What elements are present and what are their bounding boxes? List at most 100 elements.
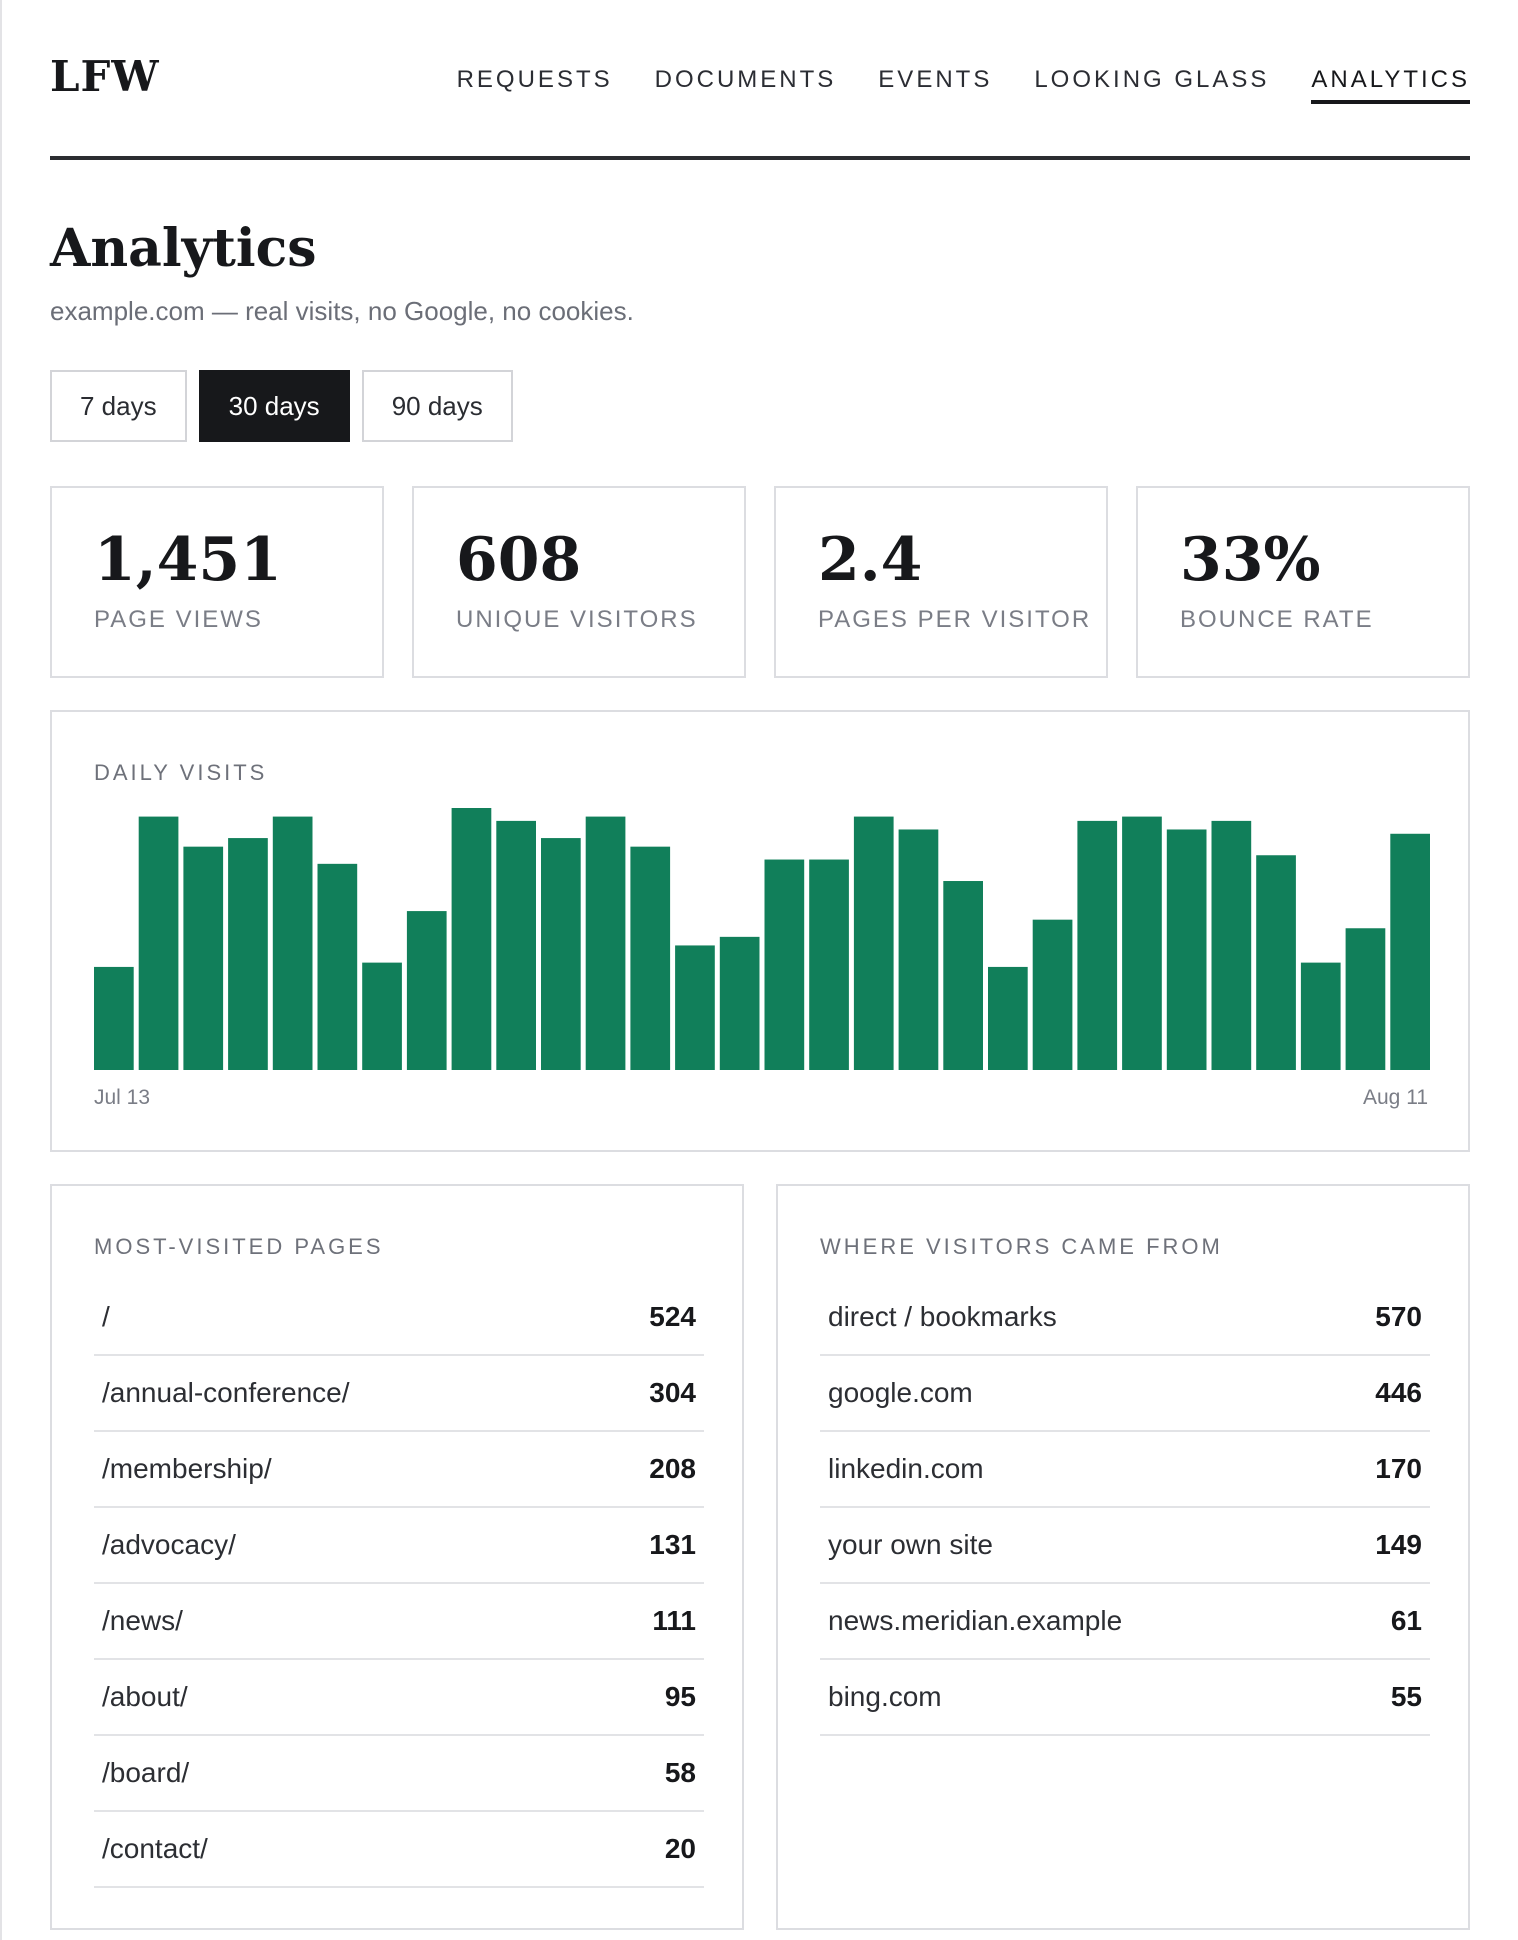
- referrer-count: 55: [1390, 1681, 1422, 1712]
- nav-events[interactable]: EVENTS: [878, 66, 993, 93]
- daily-visits-chart: [94, 808, 1430, 1070]
- daily-visits-bar[interactable]: [362, 962, 402, 1070]
- page-title: Analytics: [50, 218, 317, 279]
- referrer-source: your own site: [828, 1529, 993, 1560]
- daily-visits-bar[interactable]: [1256, 855, 1296, 1070]
- range-90-days-button[interactable]: 90 days: [361, 370, 513, 442]
- range-30-days-button[interactable]: 30 days: [198, 370, 350, 442]
- daily-visits-bar[interactable]: [630, 846, 671, 1070]
- chart-title: DAILY VISITS: [94, 760, 268, 785]
- page-path: /news/: [102, 1605, 183, 1636]
- daily-visits-bar[interactable]: [496, 820, 536, 1070]
- nav-looking-glass[interactable]: LOOKING GLASS: [1034, 66, 1270, 93]
- daily-visits-bar[interactable]: [988, 966, 1028, 1070]
- nav-documents[interactable]: DOCUMENTS: [654, 66, 837, 93]
- page-path: /: [102, 1301, 110, 1332]
- referrers-panel: WHERE VISITORS CAME FROM direct / bookma…: [776, 1184, 1470, 1930]
- list-item[interactable]: google.com 446: [820, 1356, 1430, 1432]
- list-item[interactable]: / 524: [94, 1280, 704, 1356]
- daily-visits-bar[interactable]: [585, 816, 626, 1070]
- daily-visits-bar[interactable]: [1390, 833, 1430, 1070]
- daily-visits-bar[interactable]: [943, 881, 983, 1070]
- daily-visits-bar[interactable]: [675, 945, 715, 1070]
- daily-visits-bar[interactable]: [272, 816, 313, 1070]
- referrer-source: news.meridian.example: [828, 1605, 1123, 1636]
- referrer-source: linkedin.com: [828, 1453, 984, 1484]
- daily-visits-bar[interactable]: [1345, 928, 1386, 1070]
- daily-visits-bar[interactable]: [853, 816, 894, 1070]
- page-path: /membership/: [102, 1453, 272, 1484]
- daily-visits-bar[interactable]: [451, 808, 492, 1070]
- page-path: /about/: [102, 1681, 188, 1712]
- stat-label: PAGE VIEWS: [94, 606, 263, 633]
- daily-visits-bar[interactable]: [1300, 962, 1341, 1070]
- list-item[interactable]: /board/58: [94, 1736, 704, 1812]
- list-item[interactable]: your own site 149: [820, 1508, 1430, 1584]
- x-axis-end-label: Aug 11: [1363, 1086, 1428, 1109]
- nav-requests[interactable]: REQUESTS: [456, 66, 613, 93]
- top-pages-list: / 524 /annual-conference/304 /membership/…: [94, 1280, 704, 1888]
- referrers-title: WHERE VISITORS CAME FROM: [820, 1234, 1223, 1259]
- list-item[interactable]: /advocacy/131: [94, 1508, 704, 1584]
- daily-visits-bar[interactable]: [809, 859, 849, 1070]
- top-bar: LFW REQUESTS DOCUMENTS EVENTS LOOKING GL…: [50, 0, 1470, 160]
- list-item[interactable]: /membership/208: [94, 1432, 704, 1508]
- referrer-count: 170: [1375, 1453, 1422, 1484]
- main-nav: REQUESTS DOCUMENTS EVENTS LOOKING GLASS …: [457, 66, 1470, 104]
- daily-visits-bar[interactable]: [764, 859, 805, 1070]
- daily-visits-bar[interactable]: [1032, 919, 1073, 1070]
- list-item[interactable]: /news/111: [94, 1584, 704, 1660]
- referrer-source: google.com: [828, 1377, 973, 1408]
- brand-logo[interactable]: LFW: [50, 52, 160, 101]
- daily-visits-card: DAILY VISITS Jul 13 Aug 11: [50, 710, 1470, 1152]
- page-count: 95: [664, 1681, 696, 1712]
- left-border: [0, 0, 2, 1940]
- list-item[interactable]: /contact/20: [94, 1812, 704, 1888]
- page-count: 524: [649, 1301, 696, 1332]
- stat-label: UNIQUE VISITORS: [456, 606, 698, 633]
- range-7-days-button[interactable]: 7 days: [50, 370, 187, 442]
- stat-value: 33%: [1180, 525, 1321, 595]
- daily-visits-bar[interactable]: [1122, 816, 1162, 1070]
- page-path: /annual-conference/: [102, 1377, 350, 1408]
- list-item[interactable]: /annual-conference/304: [94, 1356, 704, 1432]
- page-count: 208: [649, 1453, 696, 1484]
- list-item[interactable]: direct / bookmarks 570: [820, 1280, 1430, 1356]
- daily-visits-bar[interactable]: [541, 838, 581, 1070]
- daily-visits-bar[interactable]: [94, 966, 134, 1070]
- stat-value: 2.4: [818, 525, 923, 595]
- daily-visits-bar[interactable]: [228, 838, 268, 1070]
- list-item[interactable]: bing.com 55: [820, 1660, 1430, 1736]
- referrer-count: 446: [1375, 1377, 1422, 1408]
- page-subtitle: example.com — real visits, no Google, no…: [50, 296, 634, 326]
- x-axis-start-label: Jul 13: [94, 1086, 151, 1109]
- page-count: 20: [664, 1833, 696, 1864]
- daily-visits-bar[interactable]: [138, 816, 179, 1070]
- stat-card-pages-per-visitor: 2.4 PAGES PER VISITOR: [774, 486, 1108, 678]
- stat-card-bounce-rate: 33% BOUNCE RATE: [1136, 486, 1470, 678]
- daily-visits-bar[interactable]: [719, 936, 760, 1070]
- list-item[interactable]: linkedin.com 170: [820, 1432, 1430, 1508]
- referrer-count: 149: [1375, 1529, 1422, 1560]
- daily-visits-bar[interactable]: [183, 846, 224, 1070]
- referrer-count: 570: [1375, 1301, 1422, 1332]
- nav-analytics[interactable]: ANALYTICS: [1311, 66, 1470, 104]
- list-item[interactable]: news.meridian.example 61: [820, 1584, 1430, 1660]
- stat-label: PAGES PER VISITOR: [818, 606, 1092, 633]
- daily-visits-bar[interactable]: [898, 829, 939, 1070]
- page-path: /board/: [102, 1757, 190, 1788]
- page-count: 58: [664, 1757, 696, 1788]
- stat-value: 1,451: [94, 525, 282, 595]
- page-count: 304: [649, 1377, 696, 1408]
- page-path: /contact/: [102, 1833, 208, 1864]
- daily-visits-bar[interactable]: [1077, 820, 1118, 1070]
- list-item[interactable]: /about/95: [94, 1660, 704, 1736]
- daily-visits-bar[interactable]: [1166, 829, 1207, 1070]
- daily-visits-bar[interactable]: [317, 863, 358, 1070]
- page-count: 131: [649, 1529, 696, 1560]
- daily-visits-bar[interactable]: [1211, 820, 1252, 1070]
- daily-visits-bar[interactable]: [406, 911, 447, 1070]
- referrer-count: 61: [1390, 1605, 1422, 1636]
- referrer-source: direct / bookmarks: [828, 1301, 1057, 1332]
